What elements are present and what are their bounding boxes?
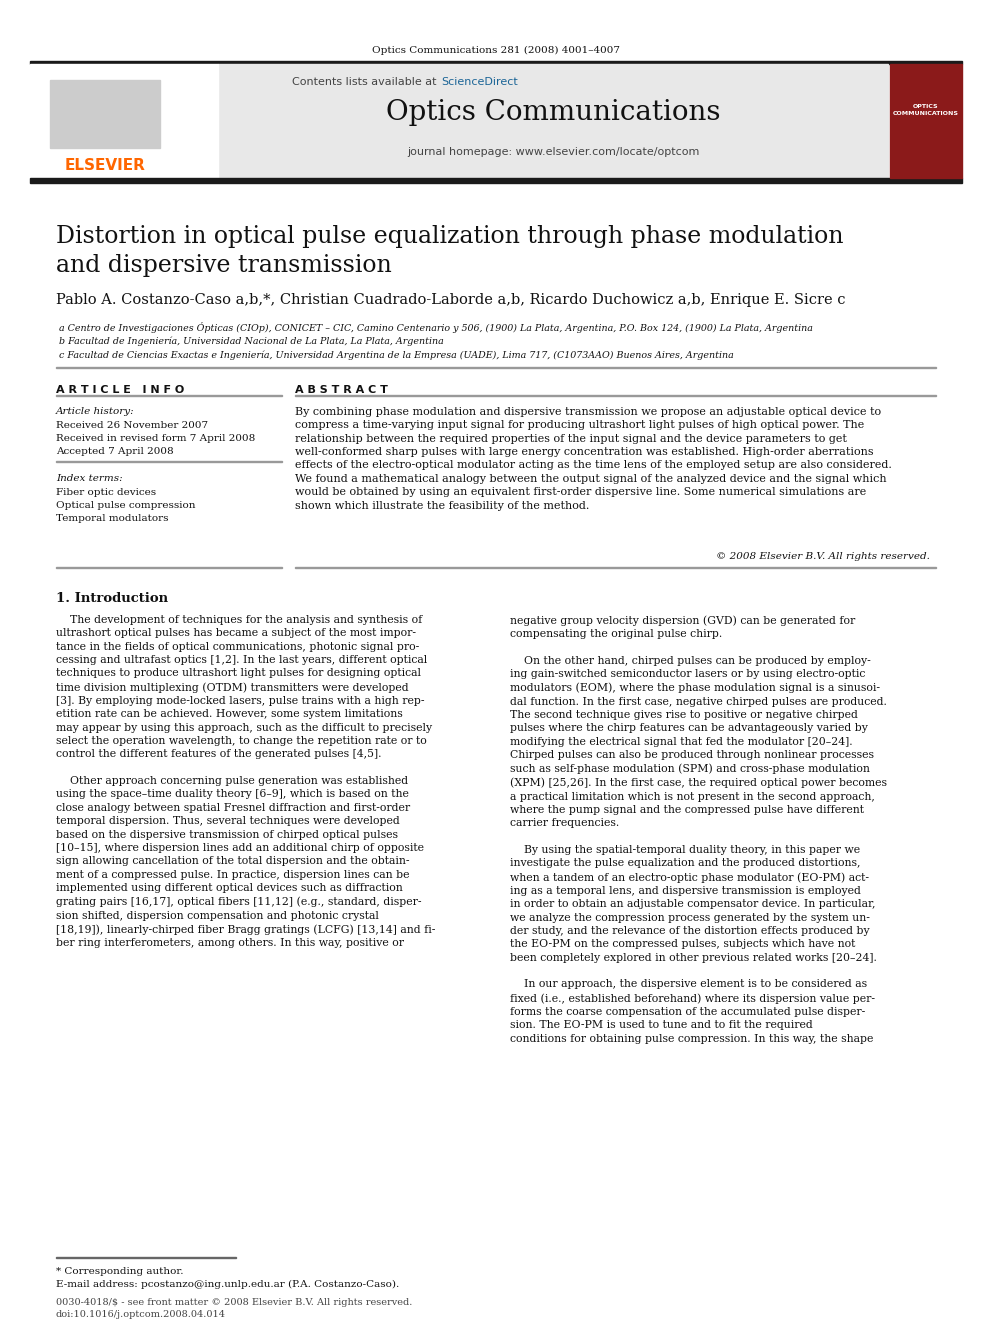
Text: 1. Introduction: 1. Introduction bbox=[56, 591, 168, 605]
Text: Fiber optic devices: Fiber optic devices bbox=[56, 488, 156, 497]
Text: Received in revised form 7 April 2008: Received in revised form 7 April 2008 bbox=[56, 434, 255, 443]
Text: Optical pulse compression: Optical pulse compression bbox=[56, 501, 195, 509]
Bar bbox=[50, 79, 160, 148]
Bar bbox=[30, 179, 962, 183]
Bar bbox=[218, 64, 888, 179]
Text: journal homepage: www.elsevier.com/locate/optcom: journal homepage: www.elsevier.com/locat… bbox=[407, 147, 699, 157]
Text: 0030-4018/$ - see front matter © 2008 Elsevier B.V. All rights reserved.: 0030-4018/$ - see front matter © 2008 El… bbox=[56, 1298, 413, 1307]
Text: © 2008 Elsevier B.V. All rights reserved.: © 2008 Elsevier B.V. All rights reserved… bbox=[716, 552, 930, 561]
Text: doi:10.1016/j.optcom.2008.04.014: doi:10.1016/j.optcom.2008.04.014 bbox=[56, 1310, 226, 1319]
Bar bbox=[890, 64, 962, 179]
Text: Optics Communications 281 (2008) 4001–4007: Optics Communications 281 (2008) 4001–40… bbox=[372, 45, 620, 54]
Text: Distortion in optical pulse equalization through phase modulation
and dispersive: Distortion in optical pulse equalization… bbox=[56, 225, 843, 278]
Text: Pablo A. Costanzo-Caso a,b,*, Christian Cuadrado-Laborde a,b, Ricardo Duchowicz : Pablo A. Costanzo-Caso a,b,*, Christian … bbox=[56, 292, 845, 307]
Text: Temporal modulators: Temporal modulators bbox=[56, 515, 169, 523]
Text: * Corresponding author.: * Corresponding author. bbox=[56, 1267, 184, 1275]
Text: Optics Communications: Optics Communications bbox=[386, 98, 720, 126]
Text: Index terms:: Index terms: bbox=[56, 474, 123, 483]
Text: The development of techniques for the analysis and synthesis of
ultrashort optic: The development of techniques for the an… bbox=[56, 615, 435, 949]
Text: c Facultad de Ciencias Exactas e Ingeniería, Universidad Argentina de la Empresa: c Facultad de Ciencias Exactas e Ingenie… bbox=[56, 351, 734, 360]
Text: Contents lists available at: Contents lists available at bbox=[292, 77, 440, 87]
Text: Article history:: Article history: bbox=[56, 407, 135, 415]
Text: By combining phase modulation and dispersive transmission we propose an adjustab: By combining phase modulation and disper… bbox=[295, 407, 892, 511]
Bar bbox=[30, 61, 962, 64]
Text: b Facultad de Ingeniería, Universidad Nacional de La Plata, La Plata, Argentina: b Facultad de Ingeniería, Universidad Na… bbox=[56, 337, 443, 347]
Bar bbox=[30, 64, 218, 179]
Text: negative group velocity dispersion (GVD) can be generated for
compensating the o: negative group velocity dispersion (GVD)… bbox=[510, 615, 887, 1044]
Text: Accepted 7 April 2008: Accepted 7 April 2008 bbox=[56, 447, 174, 456]
Text: A B S T R A C T: A B S T R A C T bbox=[295, 385, 388, 396]
Text: a Centro de Investigaciones Ópticas (CIOp), CONICET – CIC, Camino Centenario y 5: a Centro de Investigaciones Ópticas (CIO… bbox=[56, 321, 812, 333]
Text: E-mail address: pcostanzo@ing.unlp.edu.ar (P.A. Costanzo-Caso).: E-mail address: pcostanzo@ing.unlp.edu.a… bbox=[56, 1279, 399, 1289]
Text: Received 26 November 2007: Received 26 November 2007 bbox=[56, 421, 208, 430]
Text: OPTICS
COMMUNICATIONS: OPTICS COMMUNICATIONS bbox=[893, 105, 959, 116]
Text: ScienceDirect: ScienceDirect bbox=[441, 77, 518, 87]
Text: A R T I C L E   I N F O: A R T I C L E I N F O bbox=[56, 385, 185, 396]
Text: ELSEVIER: ELSEVIER bbox=[64, 157, 146, 172]
